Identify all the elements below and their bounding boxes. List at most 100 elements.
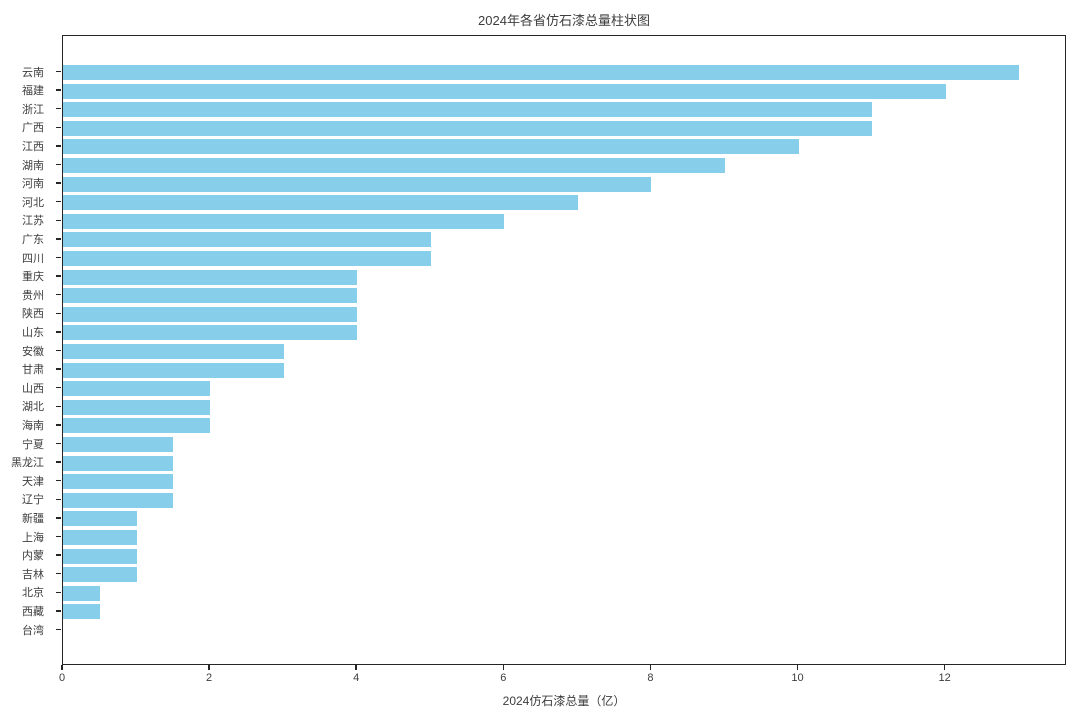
y-tick-label: 云南	[22, 66, 44, 79]
y-tick-label: 广西	[22, 122, 44, 135]
x-tick-label: 10	[791, 672, 804, 684]
bar	[63, 65, 1020, 80]
x-tick-label: 0	[58, 672, 66, 684]
y-tick-label: 贵州	[22, 289, 44, 302]
y-tick-mark	[56, 275, 61, 277]
y-tick-label: 陕西	[22, 308, 44, 321]
y-tick-mark	[56, 349, 61, 352]
x-tick-label: 6	[500, 672, 507, 684]
bar	[63, 120, 873, 136]
bar	[63, 381, 211, 397]
bar	[63, 176, 652, 192]
plot-area	[62, 35, 1066, 665]
y-tick-mark	[56, 182, 61, 184]
x-tick-mark	[796, 665, 799, 670]
y-tick-mark	[56, 368, 61, 370]
bar	[63, 269, 358, 285]
y-tick-mark	[56, 238, 61, 240]
y-tick-label: 四川	[22, 252, 44, 265]
bar	[63, 306, 358, 322]
bar	[63, 251, 431, 266]
y-tick-label: 天津	[22, 475, 44, 488]
bar	[63, 530, 137, 545]
y-tick-mark	[56, 163, 61, 166]
bar	[63, 604, 100, 620]
y-tick-label: 河北	[22, 196, 44, 209]
x-tick-label: 2	[206, 672, 213, 684]
y-tick-mark	[56, 107, 61, 110]
x-tick-mark	[61, 665, 63, 670]
y-tick-mark	[56, 200, 61, 203]
y-tick-label: 广东	[22, 233, 44, 246]
y-tick-mark	[56, 89, 61, 91]
bar	[63, 548, 137, 564]
y-tick-mark	[56, 386, 61, 389]
y-tick-mark	[56, 610, 61, 612]
bar	[63, 195, 578, 211]
y-tick-label: 湖南	[22, 159, 44, 172]
y-tick-label: 山西	[22, 382, 44, 395]
bar	[63, 585, 100, 601]
y-tick-label: 内蒙	[22, 550, 44, 563]
y-tick-mark	[56, 219, 61, 222]
y-tick-label: 黑龙江	[11, 457, 44, 470]
bar	[63, 399, 211, 415]
y-tick-label: 重庆	[22, 271, 44, 284]
bar	[63, 344, 284, 359]
bar	[63, 567, 137, 583]
y-tick-label: 江西	[22, 140, 44, 153]
y-tick-label: 吉林	[22, 568, 44, 581]
y-tick-label: 上海	[22, 531, 44, 544]
bar	[63, 83, 946, 99]
x-tick-mark	[208, 665, 210, 670]
y-tick-mark	[56, 256, 61, 259]
y-tick-mark	[56, 293, 61, 296]
y-tick-mark	[56, 498, 61, 501]
y-tick-label: 北京	[22, 587, 44, 600]
x-tick-mark	[355, 665, 357, 670]
y-tick-label: 甘肃	[22, 364, 44, 377]
y-tick-mark	[56, 442, 61, 445]
bar	[63, 232, 431, 248]
y-tick-mark	[56, 628, 61, 631]
bar	[63, 102, 873, 118]
x-tick-mark	[943, 665, 946, 670]
bar	[63, 362, 284, 378]
y-tick-label: 河南	[22, 178, 44, 191]
bar	[63, 418, 211, 434]
x-tick-mark	[502, 665, 505, 670]
y-tick-label: 新疆	[22, 512, 44, 525]
y-tick-label: 西藏	[22, 605, 44, 618]
y-tick-label: 台湾	[22, 624, 44, 637]
y-tick-mark	[56, 461, 61, 463]
y-tick-mark	[56, 572, 61, 575]
bar	[63, 511, 137, 527]
y-tick-label: 福建	[22, 85, 44, 98]
y-tick-label: 浙江	[22, 103, 44, 116]
x-tick-label: 4	[353, 672, 360, 684]
y-tick-mark	[56, 145, 61, 147]
bar	[63, 325, 358, 341]
y-tick-label: 海南	[22, 419, 44, 432]
bar	[63, 437, 174, 452]
y-tick-mark	[56, 312, 61, 315]
bar	[63, 213, 505, 229]
y-tick-mark	[56, 479, 61, 482]
y-tick-mark	[56, 591, 61, 594]
y-tick-mark	[56, 70, 61, 73]
chart-title: 2024年各省仿石漆总量柱状图	[478, 13, 650, 28]
y-tick-mark	[56, 331, 61, 333]
y-tick-label: 湖北	[22, 401, 44, 414]
y-tick-label: 山东	[22, 326, 44, 339]
y-tick-mark	[56, 535, 61, 538]
bar	[63, 455, 174, 471]
y-tick-mark	[56, 517, 61, 519]
y-tick-mark	[56, 424, 61, 426]
y-tick-label: 安徽	[22, 345, 44, 358]
y-tick-mark	[56, 405, 61, 408]
x-tick-mark	[649, 665, 652, 670]
bar	[63, 139, 799, 155]
bar	[63, 288, 358, 304]
y-tick-mark	[56, 554, 61, 556]
